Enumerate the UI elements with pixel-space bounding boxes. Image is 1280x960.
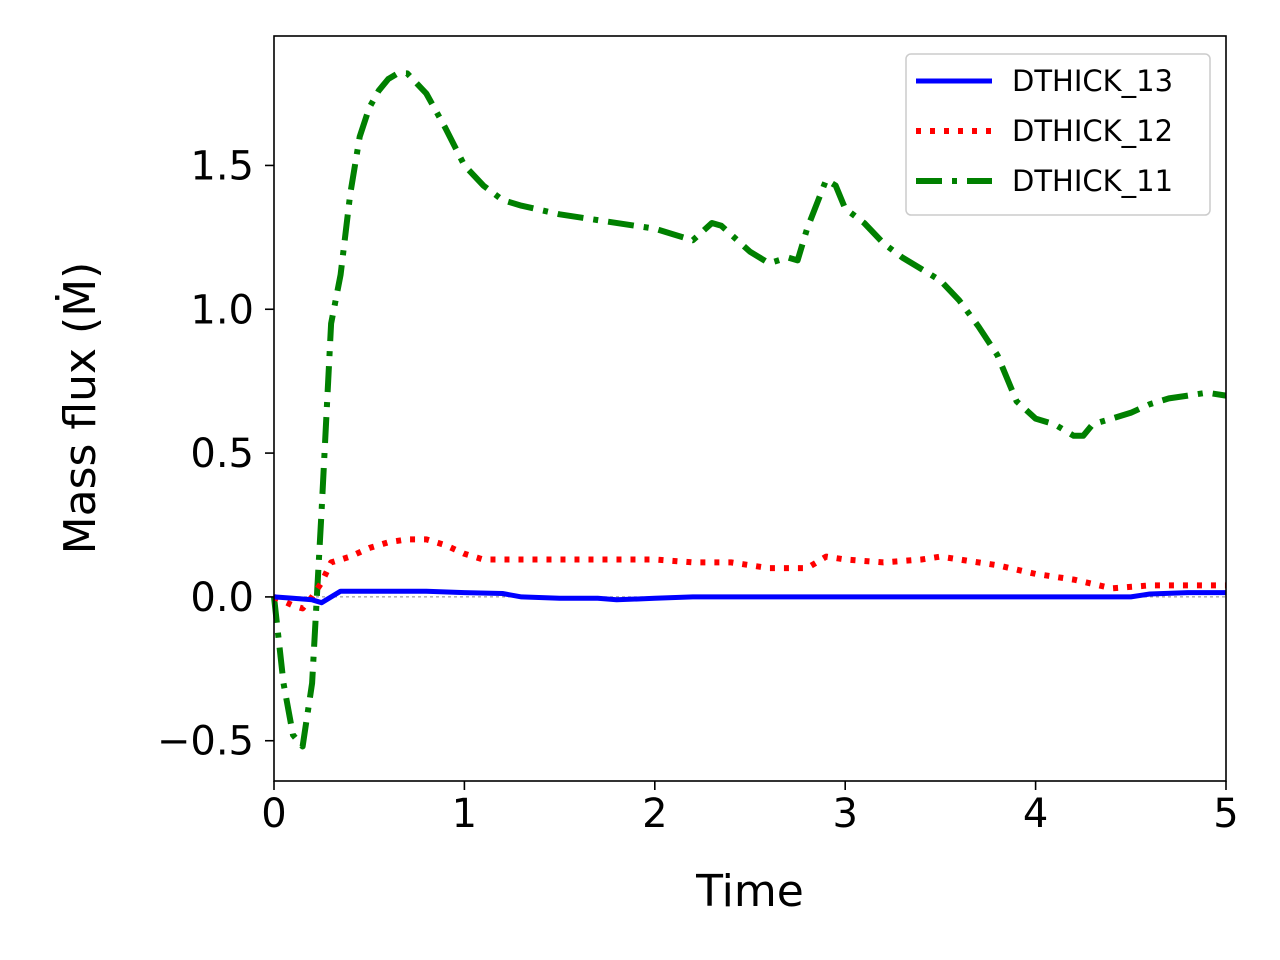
series-line-dthick-13 — [273, 588, 1226, 606]
y-tick-label: 1.5 — [190, 143, 254, 189]
x-tick-label: 3 — [832, 791, 857, 837]
legend-label: DTHICK_13 — [1012, 64, 1173, 98]
plot-lines — [271, 70, 1227, 750]
legend-box — [905, 53, 1211, 216]
x-tick-label: 2 — [642, 791, 667, 837]
x-tick-label: 5 — [1213, 791, 1238, 837]
x-tick-label: 1 — [452, 791, 477, 837]
series-line-dthick-11 — [271, 70, 1227, 750]
y-tick-label: 1.0 — [190, 287, 254, 333]
x-tick-label: 4 — [1023, 791, 1048, 837]
legend-label: DTHICK_11 — [1012, 164, 1173, 198]
x-tick-label: 0 — [261, 791, 286, 837]
legend: DTHICK_13 DTHICK_12 DTHICK_11 — [905, 53, 1211, 216]
y-axis-title: Mass flux (Ṁ) — [54, 262, 106, 555]
series-line-dthick-12 — [272, 536, 1226, 612]
plot-frame — [273, 35, 1227, 782]
x-axis: 0 1 2 3 4 5 — [261, 781, 1239, 837]
x-axis-title: Time — [695, 866, 804, 917]
y-tick-label: 0.0 — [190, 575, 254, 621]
legend-label: DTHICK_12 — [1012, 114, 1173, 148]
y-axis: −0.5 0.0 0.5 1.0 1.5 — [157, 143, 274, 765]
y-tick-label: 0.5 — [190, 431, 254, 477]
y-tick-label: −0.5 — [157, 719, 254, 765]
